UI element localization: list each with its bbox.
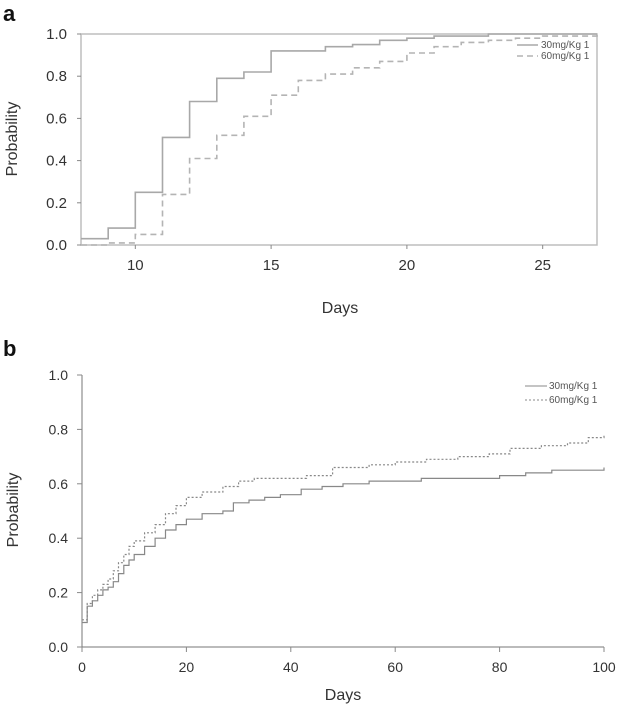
panel-b-x-axis-title: Days	[325, 687, 361, 704]
panel-b-legend-label-30mg: 30mg/Kg 1	[549, 381, 598, 392]
panel-b-series-30mg-line	[82, 467, 605, 624]
panel-b-y-tick-label: 0.2	[49, 585, 69, 601]
panel-a-letter: a	[3, 1, 16, 26]
panel-b-y-tick-label: 0.0	[49, 639, 69, 655]
panel-b-y-tick-label: 0.8	[49, 421, 69, 437]
panel-a-series-60mg-line	[81, 34, 598, 246]
panel-a-y-tick-label: 0.8	[46, 68, 67, 85]
panel-a-legend: 30mg/Kg 1 60mg/Kg 1	[517, 40, 590, 62]
panel-b-x-tick-label: 80	[492, 659, 508, 675]
panel-b-x-tick-label: 100	[592, 659, 616, 675]
panel-a-plot-frame	[80, 33, 598, 246]
panel-a-x-tick-label: 10	[127, 257, 144, 274]
panel-b-y-axis: 0.0 0.2 0.4 0.6 0.8 1.0	[49, 367, 82, 655]
panel-b-letter: b	[3, 336, 16, 361]
panel-a-y-tick-label: 0.6	[46, 110, 67, 127]
panel-a-y-axis-title: Probability	[4, 102, 21, 177]
panel-b-series	[82, 434, 605, 624]
panel-a-y-axis: 0.0 0.2 0.4 0.6 0.8 1.0	[46, 26, 81, 254]
panel-b-x-tick-label: 60	[387, 659, 403, 675]
panel-a-series	[81, 33, 598, 246]
panel-b-x-axis: 0 20 40 60 80 100	[78, 647, 616, 675]
panel-b-y-axis-title: Probability	[5, 473, 22, 548]
panel-a-x-tick-label: 20	[399, 257, 416, 274]
panel-b-series-60mg-line	[82, 434, 605, 621]
panel-a: a 0.0 0.2 0.4 0.6 0.8 1.0 10 15 20 25 Days Proba…	[3, 1, 598, 317]
panel-a-legend-label-30mg: 30mg/Kg 1	[541, 40, 590, 51]
panel-b-x-tick-label: 20	[179, 659, 195, 675]
panel-b-y-tick-label: 0.6	[49, 476, 69, 492]
panel-a-legend-label-60mg: 60mg/Kg 1	[541, 51, 590, 62]
panel-b: b 0.0 0.2 0.4 0.6 0.8 1.0 0 20 40 60 80 100 Days P…	[3, 336, 616, 704]
panel-a-x-axis-title: Days	[322, 300, 358, 317]
panel-b-y-tick-label: 0.4	[49, 530, 69, 546]
panel-a-y-tick-label: 0.0	[46, 237, 67, 254]
panel-a-y-tick-label: 0.4	[46, 153, 67, 170]
panel-a-x-tick-label: 15	[263, 257, 280, 274]
panel-a-y-tick-label: 0.2	[46, 195, 67, 212]
panel-b-x-tick-label: 0	[78, 659, 86, 675]
panel-b-legend: 30mg/Kg 1 60mg/Kg 1	[525, 381, 598, 406]
panel-b-legend-label-60mg: 60mg/Kg 1	[549, 395, 598, 406]
panel-a-series-30mg-line	[81, 33, 597, 240]
panel-b-y-tick-label: 1.0	[49, 367, 69, 383]
panel-b-x-tick-label: 40	[283, 659, 299, 675]
panel-a-x-axis: 10 15 20 25	[127, 245, 551, 274]
panel-a-x-tick-label: 25	[534, 257, 551, 274]
panel-a-y-tick-label: 1.0	[46, 26, 67, 43]
